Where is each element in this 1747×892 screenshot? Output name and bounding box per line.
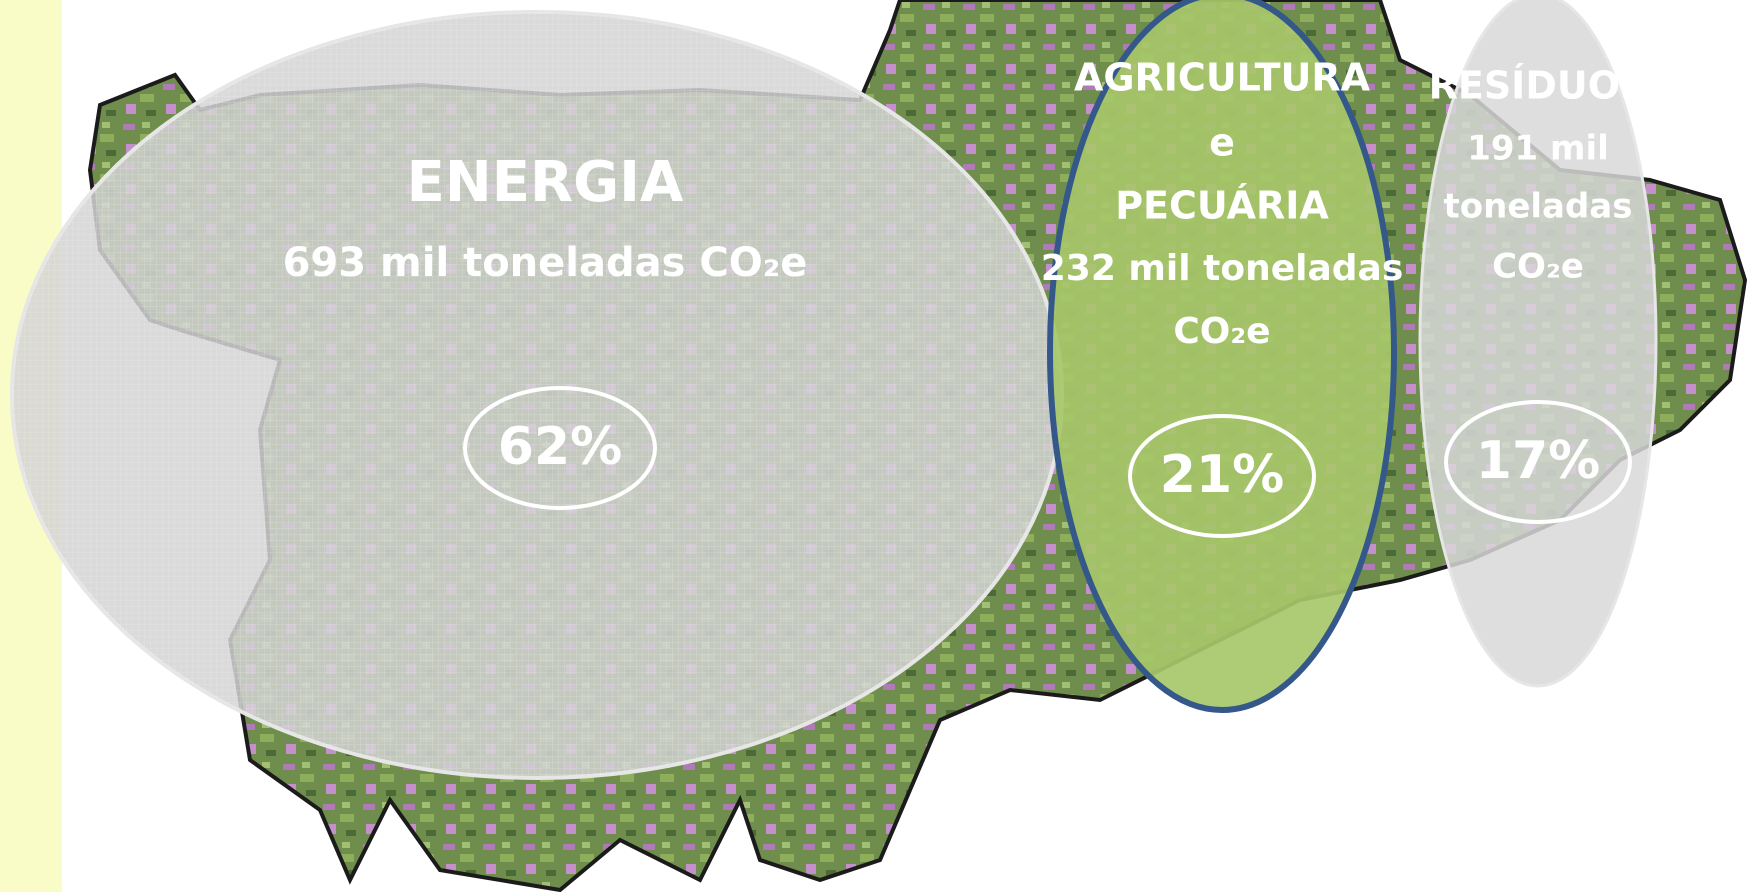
slide: ENERGIA 693 mil toneladas CO₂e 62% AGRIC…	[0, 0, 1747, 892]
sector-amount: 232 mil toneladas	[1041, 248, 1404, 289]
agriculture-ellipse	[1050, 0, 1394, 710]
sector-share: 62%	[498, 417, 622, 477]
sector-amount: 693 mil toneladas CO₂e	[283, 240, 808, 286]
sector-amount: toneladas	[1444, 187, 1633, 227]
sector-title: ENERGIA	[407, 150, 684, 215]
sector-share: 17%	[1476, 431, 1600, 491]
sector-amount: CO₂e	[1173, 311, 1270, 352]
sector-title: PECUÁRIA	[1115, 184, 1329, 228]
sector-amount: CO₂e	[1492, 247, 1584, 287]
sector-title: RESÍDUOS	[1429, 64, 1648, 108]
sector-share: 21%	[1160, 445, 1284, 505]
sector-title: AGRICULTURA	[1074, 56, 1371, 100]
page: ENERGIA 693 mil toneladas CO₂e 62% AGRIC…	[0, 0, 1747, 892]
sector-title: e	[1209, 121, 1235, 165]
sector-amount: 191 mil	[1467, 129, 1609, 169]
energy-texture	[12, 12, 1062, 778]
